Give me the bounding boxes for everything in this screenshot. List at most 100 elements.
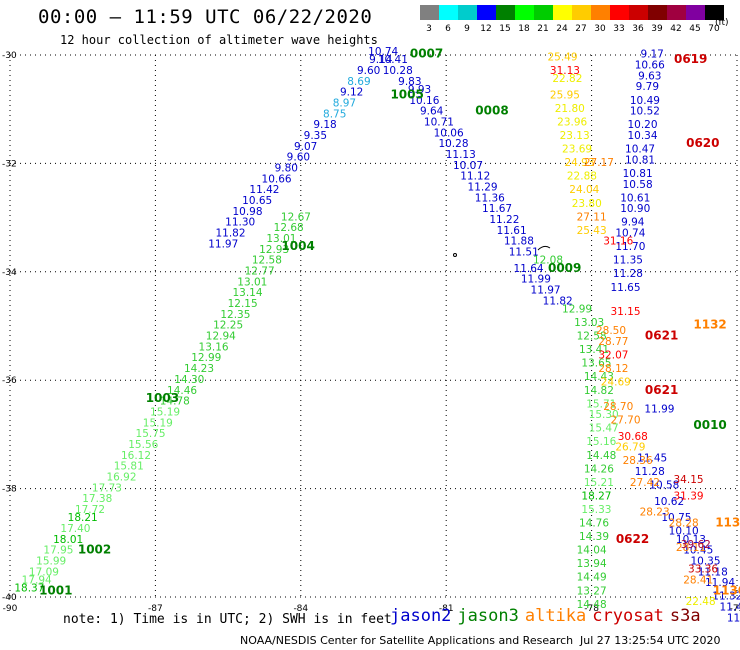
wave-height-point: 12.77 bbox=[245, 266, 275, 278]
color-scale-label: 21 bbox=[537, 24, 549, 34]
wave-height-point: 14.82 bbox=[584, 385, 614, 397]
wave-height-point: 15.81 bbox=[114, 461, 144, 473]
credit-line: NOAA/NESDIS Center for Satellite Applica… bbox=[240, 634, 574, 647]
pass-time-label: 0620 bbox=[686, 136, 719, 150]
wave-height-point: 12.67 bbox=[281, 211, 311, 223]
pass-time-label: 0619 bbox=[674, 52, 707, 66]
wave-height-point: 34.15 bbox=[674, 474, 704, 486]
pass-time-label: 1002 bbox=[78, 543, 111, 557]
wave-height-point: 11.30 bbox=[225, 217, 255, 229]
pass-time-label: 1004 bbox=[281, 239, 314, 253]
color-scale-swatch bbox=[686, 5, 705, 20]
wave-height-point: 27.11 bbox=[577, 211, 607, 223]
wave-height-point: 11.97 bbox=[208, 238, 238, 250]
color-scale-swatch bbox=[629, 5, 648, 20]
wave-height-point: 11.51 bbox=[509, 247, 539, 259]
wave-height-point: 14.48 bbox=[586, 450, 616, 462]
color-scale-label: 27 bbox=[575, 24, 587, 34]
pass-time-label: 0622 bbox=[616, 532, 649, 546]
wave-height-point: 31.16 bbox=[603, 236, 633, 248]
wave-height-point: 28.70 bbox=[603, 401, 633, 413]
color-scale-swatch bbox=[496, 5, 515, 20]
wave-height-point: 11.22 bbox=[489, 214, 519, 226]
wave-height-point: 9.14 bbox=[369, 54, 393, 66]
wave-height-point: 13.41 bbox=[579, 344, 609, 356]
wave-height-point: 10.20 bbox=[627, 119, 657, 131]
wave-height-point: 13.01 bbox=[266, 233, 296, 245]
wave-height-point: 23.96 bbox=[557, 116, 587, 128]
wave-height-point: 10.74 bbox=[615, 228, 645, 240]
wave-height-point: 16.92 bbox=[106, 471, 136, 483]
wave-height-point: 9.12 bbox=[340, 87, 363, 99]
wave-height-point: 17.38 bbox=[82, 493, 112, 505]
color-scale-swatch bbox=[553, 5, 572, 20]
wave-height-point: 13.01 bbox=[237, 276, 267, 288]
wave-height-point: 10.62 bbox=[654, 496, 684, 508]
wave-height-point: 10.35 bbox=[690, 555, 720, 567]
wave-height-point: 10.66 bbox=[635, 60, 665, 72]
y-tick-label: -30 bbox=[2, 51, 17, 61]
satellite-legend: jason2 jason3 altika cryosat s3a bbox=[390, 606, 707, 626]
wave-height-point: 25.43 bbox=[577, 225, 607, 237]
wave-height-point: 18.21 bbox=[68, 512, 98, 524]
wave-height-point: 18.27 bbox=[581, 490, 611, 502]
wave-height-point: 23.13 bbox=[560, 130, 590, 142]
coastline-mark bbox=[537, 245, 551, 251]
wave-height-point: 22.48 bbox=[686, 596, 716, 608]
wave-height-point: 15.47 bbox=[589, 423, 619, 435]
pass-time-label: 0009 bbox=[548, 261, 581, 275]
color-scale-label: 33 bbox=[613, 24, 625, 34]
wave-height-point: 11.57 bbox=[727, 612, 740, 624]
wave-height-point: 11.61 bbox=[497, 225, 527, 237]
color-scale-label: 70 bbox=[708, 24, 720, 34]
y-tick-label: -32 bbox=[2, 159, 17, 169]
wave-height-point: 11.32 bbox=[712, 591, 740, 603]
wave-height-point: 24.04 bbox=[569, 184, 599, 196]
wave-height-point: 13.16 bbox=[199, 341, 229, 353]
wave-height-point: 10.06 bbox=[434, 127, 464, 139]
wave-height-point: 10.13 bbox=[676, 534, 706, 546]
wave-height-point: 10.65 bbox=[242, 195, 272, 207]
wave-height-point: 10.58 bbox=[649, 480, 679, 492]
wave-height-point: 11.67 bbox=[482, 203, 512, 215]
color-scale-swatch bbox=[648, 5, 667, 20]
y-tick-label: -34 bbox=[2, 268, 17, 278]
wave-height-point: 17.94 bbox=[22, 574, 52, 586]
wave-height-point: 12.58 bbox=[577, 331, 607, 343]
wave-height-point: 11.94 bbox=[705, 577, 735, 589]
wave-height-point: 33.36 bbox=[688, 564, 718, 576]
wave-height-point: 14.26 bbox=[584, 463, 614, 475]
wave-height-point: 28.11 bbox=[676, 542, 706, 554]
color-scale-label: 36 bbox=[632, 24, 644, 34]
wave-height-point: 12.08 bbox=[533, 255, 563, 267]
pass-time-label: 0621 bbox=[645, 329, 678, 343]
wave-height-point: 16.12 bbox=[121, 450, 151, 462]
wave-height-point: 31.13 bbox=[550, 65, 580, 77]
wave-height-point: 15.30 bbox=[589, 409, 619, 421]
wave-height-point: 11.88 bbox=[504, 236, 534, 248]
color-scale-swatch bbox=[420, 5, 439, 20]
wave-height-point: 10.34 bbox=[627, 130, 657, 142]
wave-height-point: 10.71 bbox=[424, 116, 454, 128]
color-scale-swatch bbox=[458, 5, 477, 20]
x-tick-label: -84 bbox=[293, 604, 308, 614]
wave-height-point: 13.14 bbox=[232, 287, 262, 299]
wave-height-point: 9.80 bbox=[275, 163, 298, 175]
wave-height-point: 9.60 bbox=[357, 65, 380, 77]
wave-height-point: 15.19 bbox=[143, 417, 173, 429]
wave-height-point: 11.35 bbox=[613, 255, 643, 267]
color-scale-label: 3 bbox=[426, 24, 432, 34]
wave-height-point: 15.19 bbox=[150, 406, 180, 418]
wave-height-point: 9.79 bbox=[636, 81, 659, 93]
y-tick-label: -38 bbox=[2, 485, 17, 495]
wave-height-point: 28.36 bbox=[623, 455, 653, 467]
wave-height-point: 27.17 bbox=[584, 157, 614, 169]
wave-height-point: 22.88 bbox=[567, 171, 597, 183]
wave-height-point: 11.99 bbox=[644, 404, 674, 416]
wave-height-point: 17.72 bbox=[75, 504, 105, 516]
wave-height-point: 9.35 bbox=[304, 130, 327, 142]
wave-height-point: 9.17 bbox=[640, 49, 663, 61]
wave-height-point: 17.95 bbox=[43, 545, 73, 557]
